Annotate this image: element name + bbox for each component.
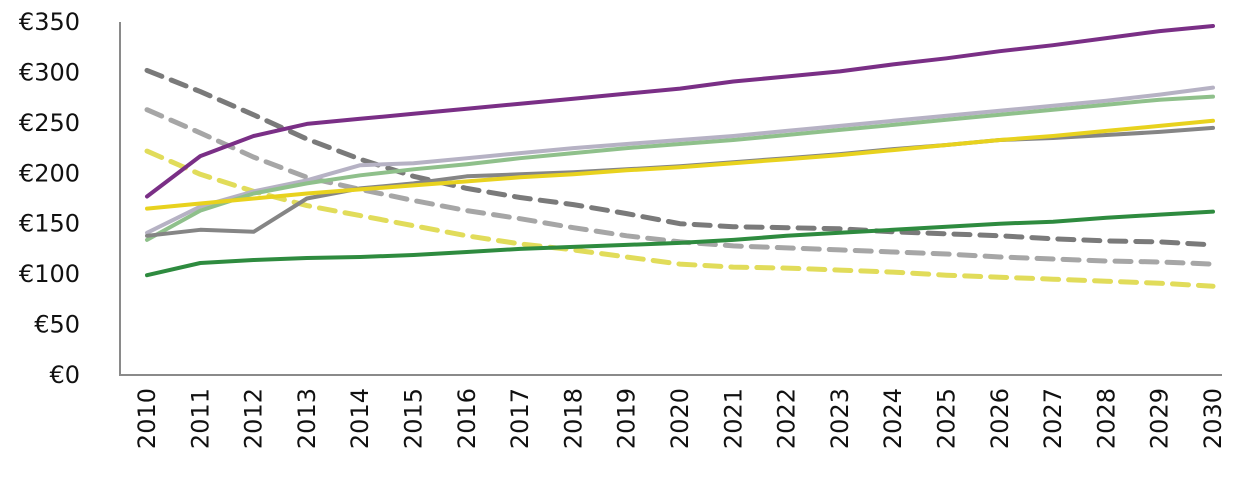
x-tick-label: 2027 bbox=[1039, 388, 1067, 449]
y-tick-label: €250 bbox=[19, 109, 80, 137]
x-tick-label: 2010 bbox=[133, 388, 161, 449]
series-line-3 bbox=[145, 94, 1215, 242]
y-tick-label: €0 bbox=[49, 361, 80, 389]
x-tick-label: 2019 bbox=[613, 388, 641, 449]
axis-lines bbox=[119, 22, 1222, 376]
x-tick-label: 2028 bbox=[1092, 388, 1120, 449]
x-tick-label: 2025 bbox=[933, 388, 961, 449]
x-tick-label: 2020 bbox=[666, 388, 694, 449]
x-tick-label: 2029 bbox=[1146, 388, 1174, 449]
x-tick-label: 2014 bbox=[346, 388, 374, 449]
x-tick-label: 2022 bbox=[773, 388, 801, 449]
y-tick-label: €200 bbox=[19, 159, 80, 187]
series-line-7 bbox=[144, 67, 1216, 248]
series-line-2 bbox=[145, 85, 1215, 235]
x-tick-label: 2023 bbox=[826, 388, 854, 449]
y-tick-label: €300 bbox=[19, 58, 80, 86]
y-tick-labels: €0 €50 €100 €150 €200 €250 €300 €350 bbox=[19, 8, 80, 389]
series-line-5 bbox=[145, 118, 1215, 211]
series-line-9 bbox=[144, 148, 1216, 289]
x-tick-label: 2018 bbox=[559, 388, 587, 449]
x-tick-label: 2024 bbox=[879, 388, 907, 449]
y-tick-label: €100 bbox=[19, 260, 80, 288]
y-tick-label: €150 bbox=[19, 210, 80, 238]
series-line-6 bbox=[145, 209, 1215, 278]
x-tick-label: 2012 bbox=[240, 388, 268, 449]
y-tick-label: €350 bbox=[19, 8, 80, 36]
axes-layer bbox=[119, 22, 1222, 376]
x-tick-label: 2026 bbox=[986, 388, 1014, 449]
x-tick-label: 2017 bbox=[506, 388, 534, 449]
series-line-1 bbox=[145, 24, 1215, 199]
x-tick-labels: 2010 2011 2012 2013 2014 2015 2016 2017 2018 2019… bbox=[133, 388, 1227, 449]
x-tick-label: 2030 bbox=[1199, 388, 1227, 449]
x-tick-label: 2016 bbox=[453, 388, 481, 449]
x-tick-label: 2013 bbox=[293, 388, 321, 449]
y-tick-label: €50 bbox=[34, 311, 80, 339]
x-tick-label: 2015 bbox=[400, 388, 428, 449]
x-tick-label: 2011 bbox=[186, 388, 214, 449]
series-layer bbox=[144, 24, 1216, 289]
x-tick-label: 2021 bbox=[719, 388, 747, 449]
